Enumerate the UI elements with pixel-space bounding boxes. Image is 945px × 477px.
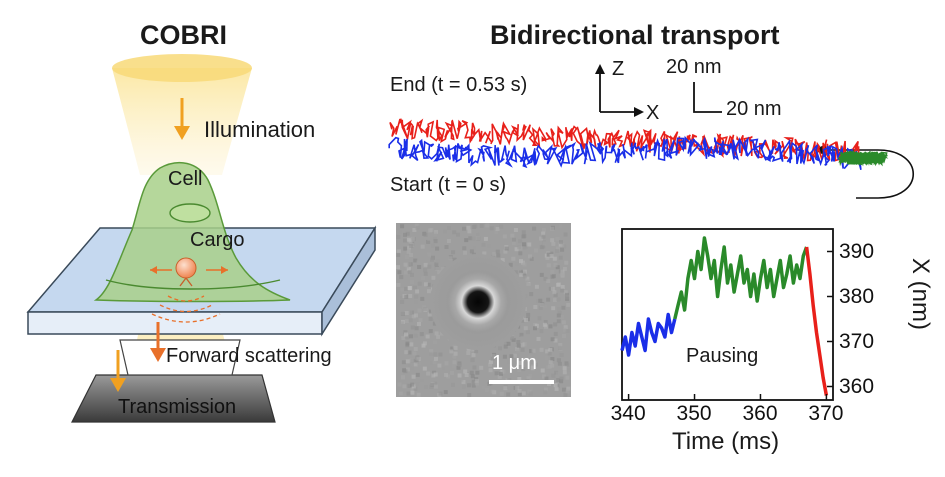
scale-bar-icon [693,82,722,113]
turnaround-trace [837,149,889,167]
series-line-1 [673,236,809,320]
transmission-label: Transmission [118,396,237,418]
return-trace [388,135,862,170]
trajectory-title: Bidirectional transport [490,20,780,50]
microtubule [105,279,281,290]
forward-scattering-label: Forward scattering [166,345,332,367]
cargo-label: Cargo [190,229,245,251]
x-tick-label: 360 [742,402,778,425]
z-axis-label: Z [612,58,625,80]
chart-plot [620,236,833,400]
illumination-arrow [174,98,190,140]
y-tick-label: 390 [839,239,875,263]
objective-neck [119,339,241,376]
cargo-particle [175,257,197,279]
pausing-annotation: Pausing [686,345,759,367]
scattering-waves [151,295,221,323]
x-axis-label: X [646,102,660,124]
series-line-0 [620,312,677,357]
cobri-title: COBRI [140,20,227,50]
transmission-arrow [110,350,126,392]
cargo-linker [179,277,193,287]
glass-slide-front [27,311,323,335]
nucleus [169,203,211,223]
y-tick-label: 370 [839,329,875,353]
trajectory-traces [388,118,889,170]
x-tick-label: 350 [676,402,712,425]
y-axis-title: X (nm) [907,258,934,330]
image-scale-label: 1 μm [492,352,537,374]
y-tick-label: 360 [839,374,875,398]
start-label: Start (t = 0 s) [390,174,507,196]
y-tick-label: 380 [839,284,875,308]
turnaround-arrow [877,149,915,199]
series-line-2 [804,246,829,396]
scale-vertical-label: 20 nm [666,56,722,78]
illumination-label: Illumination [204,117,316,142]
chart-frame [621,228,834,401]
x-tick-label: 370 [808,402,844,425]
glass-slide-side [321,225,376,337]
end-label: End (t = 0.53 s) [390,74,528,96]
x-tick-label: 340 [610,402,646,425]
scale-horizontal-label: 20 nm [726,98,782,120]
cell-body [93,161,291,303]
x-axis-title: Time (ms) [672,428,780,455]
particle-psf [430,254,526,350]
z-x-axes-icon [595,64,644,117]
beam-top-ellipse [112,54,252,82]
cell-label: Cell [168,168,203,190]
forward-scattering-arrow [150,322,166,362]
